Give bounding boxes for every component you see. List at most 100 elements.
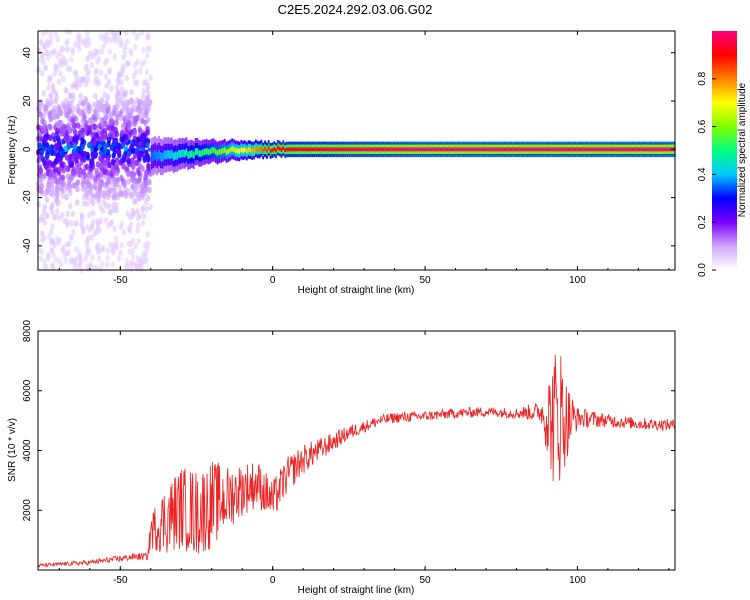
spectrogram-band-cell (359, 147, 361, 152)
spectrogram-noise-cell (117, 31, 122, 38)
spectrogram-band-cell (637, 147, 639, 152)
spectrogram-noise-cell (124, 257, 130, 265)
spectrogram-band-cell (567, 147, 570, 152)
spectrogram-band-cell (240, 147, 243, 153)
spectrogram-noise-cell (141, 88, 147, 95)
spectrogram-noise-cell (123, 104, 129, 111)
spectrogram-band-cell (611, 147, 614, 152)
spectrogram-band-cell (589, 147, 592, 152)
spectrogram-noise-cell (140, 142, 146, 150)
spectrogram-noise-cell (94, 49, 99, 57)
spectrogram-noise-cell (118, 110, 123, 118)
spectrogram-band-cell (587, 147, 590, 152)
spectrogram-band-cell (419, 147, 422, 152)
spectrogram-noise-cell (74, 76, 80, 83)
spectrogram-noise-cell (139, 265, 144, 273)
spectrogram-noise-cell (148, 204, 153, 211)
spectrogram-noise-cell (103, 163, 108, 171)
spectrogram-band-cell (277, 145, 279, 150)
spectrogram-band-cell (381, 147, 383, 152)
spectrogram-band-cell (527, 147, 530, 152)
spectrogram-band-cell (507, 147, 510, 152)
spectrogram-noise-cell (132, 130, 138, 137)
y-tick-label: 8000 (22, 319, 33, 342)
spectrogram-noise-cell (96, 255, 102, 262)
colorbar-label: Normalized spectral amplitude (737, 82, 748, 217)
spectrogram-noise-cell (111, 201, 116, 208)
spectrogram-noise-cell (72, 122, 77, 129)
spectrogram-noise-cell (59, 187, 65, 194)
spectrogram-noise-cell (102, 199, 107, 206)
spectrogram-noise-cell (147, 186, 152, 193)
spectrogram-noise-cell (85, 55, 90, 62)
spectrogram-band-cell (469, 147, 471, 152)
spectrogram-noise-cell (103, 38, 109, 45)
spectrogram-noise-cell (68, 258, 74, 265)
spectrogram-band-cell (631, 147, 634, 152)
spectrogram-noise-cell (52, 47, 57, 55)
spectrogram-band-cell (289, 147, 292, 152)
spectrogram-band-cell (253, 148, 255, 153)
spectrogram-noise-cell (41, 58, 46, 66)
spectrogram-band-cell (417, 147, 420, 152)
spectrogram-band-cell (220, 148, 223, 155)
spectrogram-noise-cell (54, 121, 59, 128)
spectrogram-band-cell (185, 148, 188, 156)
spectrogram-noise-cell (93, 151, 99, 158)
spectrogram-band-cell (648, 147, 650, 152)
spectrogram-noise-cell (55, 36, 60, 43)
spectrogram-band-cell (320, 147, 323, 152)
spectrogram-noise-cell (62, 127, 67, 134)
spectrogram-noise-cell (112, 225, 117, 232)
spectrogram-noise-cell (51, 264, 56, 271)
spectrogram-band-cell (565, 147, 568, 152)
spectrogram-noise-cell (90, 160, 95, 167)
spectrogram-noise-cell (57, 166, 63, 173)
spectrogram-band-cell (410, 147, 413, 152)
snr-x-axis-label: Height of straight line (km) (298, 585, 415, 596)
spectrogram-band-cell (576, 147, 579, 152)
spectrogram-noise-cell (52, 104, 57, 112)
spectrogram-noise-cell (143, 119, 148, 126)
spectrogram-noise-cell (42, 258, 47, 265)
spectrogram-noise-cell (83, 123, 88, 130)
spectrogram-noise-cell (109, 37, 114, 44)
spectrogram-noise-cell (76, 254, 81, 261)
spectrogram-noise-cell (85, 154, 91, 161)
spectrogram-noise-cell (136, 32, 141, 39)
spectrogram-noise-cell (72, 149, 76, 154)
spectrogram-noise-cell (89, 52, 95, 60)
spectrogram-noise-cell (85, 245, 91, 252)
spectrogram-band-cell (659, 147, 661, 152)
spectrogram-noise-cell (86, 68, 92, 76)
spectrogram-noise-cell (65, 111, 70, 118)
spectrogram-noise-cell (49, 228, 54, 235)
spectrogram-band-cell (189, 150, 191, 159)
spectrogram-band-cell (384, 147, 387, 152)
spectrogram-noise-cell (100, 260, 105, 267)
spectrogram-noise-cell (118, 37, 124, 44)
spectrogram-noise-cell (75, 36, 81, 43)
spectrogram-noise-cell (112, 53, 118, 61)
spectrogram-noise-cell (88, 117, 93, 124)
spectrogram-noise-cell (128, 128, 133, 136)
spectrogram-noise-cell (54, 66, 59, 73)
spectrogram-noise-cell (114, 163, 120, 171)
spectrogram-band-cell (425, 147, 427, 152)
spectrogram-noise-cell (55, 127, 60, 135)
spectrogram-frame (37, 30, 676, 271)
spectrogram-noise-cell (106, 177, 112, 184)
spectrogram-noise-cell (130, 170, 135, 177)
spectrogram-noise-cell (41, 90, 46, 97)
spectrogram-band-cell (412, 147, 415, 152)
spectrogram-noise-cell (54, 158, 59, 165)
spectrogram-noise-cell (43, 44, 48, 51)
spectrogram-noise-cell (119, 93, 124, 100)
spectrogram-band-cell (501, 147, 504, 152)
spectrogram-noise-cell (80, 131, 85, 139)
spectrogram-noise-cell (105, 255, 110, 262)
spectrogram-noise-cell (59, 149, 64, 157)
spectrogram-noise-cell (36, 201, 41, 208)
spectrogram-noise-cell (66, 249, 71, 256)
spectrogram-noise-cell (47, 145, 52, 152)
